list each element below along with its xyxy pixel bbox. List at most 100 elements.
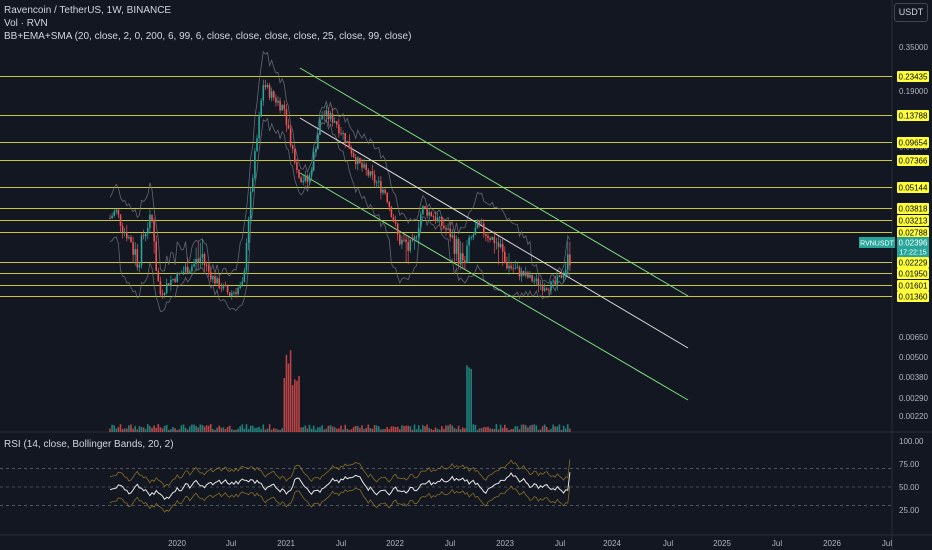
- candle-body: [504, 251, 506, 263]
- volume-bar: [207, 425, 210, 432]
- candle-body: [382, 189, 384, 193]
- volume-bar: [291, 385, 294, 432]
- volume-bar: [430, 428, 433, 432]
- channel-lower-line: [299, 172, 689, 401]
- volume-bar: [256, 427, 258, 432]
- candle-body: [243, 270, 246, 282]
- volume-bar: [392, 426, 395, 432]
- candle-body: [472, 234, 475, 238]
- candle-body: [447, 228, 449, 230]
- price-tag-bg: [897, 237, 929, 257]
- candle-body: [210, 271, 212, 280]
- rsi-tick-label: 75.00: [899, 460, 920, 469]
- candle-body: [138, 264, 141, 268]
- volume-bar: [386, 427, 388, 432]
- price-tick-label: 0.00500: [899, 353, 928, 362]
- candle-body: [109, 218, 111, 219]
- volume-bar: [342, 429, 344, 432]
- bollinger-lower: [109, 117, 571, 312]
- candle-body: [270, 91, 273, 98]
- volume-bar: [317, 427, 319, 432]
- volume-bar: [149, 426, 151, 432]
- volume-bar: [268, 424, 271, 432]
- volume-bar: [420, 429, 422, 432]
- volume-bar: [249, 425, 252, 432]
- volume-bar: [485, 427, 487, 432]
- volume-bar: [409, 426, 412, 432]
- candle-body: [161, 294, 164, 295]
- volume-bar: [550, 428, 552, 432]
- volume-bar: [308, 424, 311, 432]
- price-tick-label: 0.35000: [899, 43, 928, 52]
- level-label-bg: [897, 227, 929, 238]
- candle-body: [514, 268, 517, 269]
- volume-bar: [346, 428, 349, 432]
- candle-body: [357, 157, 359, 165]
- candle-body: [501, 244, 504, 252]
- volume-bar: [210, 424, 212, 432]
- volume-bar: [331, 426, 334, 432]
- candle-body: [430, 211, 433, 217]
- time-tick-label: 2024: [603, 539, 621, 548]
- volume-bar: [470, 368, 472, 432]
- level-label-bg: [897, 257, 929, 268]
- volume-bar: [111, 424, 113, 432]
- volume-bar: [109, 428, 111, 432]
- candle-body: [445, 228, 447, 230]
- volume-bar: [432, 429, 435, 432]
- candle-body: [140, 235, 143, 265]
- volume-bar: [344, 424, 346, 432]
- volume-bar: [138, 426, 141, 432]
- volume-bar: [119, 424, 122, 432]
- candle-body: [422, 206, 424, 215]
- volume-bar: [441, 426, 443, 432]
- candle-body: [159, 281, 162, 295]
- candle-body: [415, 236, 418, 238]
- rsi-tick-label: 100.00: [899, 437, 924, 446]
- volume-bar: [336, 428, 338, 432]
- volume-bar: [562, 425, 565, 432]
- candle-body: [142, 235, 145, 237]
- currency-button[interactable]: USDT: [894, 3, 928, 22]
- candle-body: [273, 91, 275, 98]
- time-tick-label: 2022: [386, 539, 404, 548]
- volume-bar: [273, 428, 275, 432]
- candle-body: [371, 171, 374, 175]
- candle-body: [298, 169, 300, 178]
- candle-body: [483, 223, 485, 235]
- candle-body: [411, 239, 414, 241]
- candle-body: [130, 237, 132, 243]
- volume-bar: [457, 425, 460, 432]
- candle-body: [556, 277, 559, 285]
- candle-body: [462, 253, 464, 261]
- candle-body: [378, 181, 380, 183]
- volume-bar: [388, 428, 391, 432]
- volume-bar: [514, 426, 517, 432]
- volume-bar: [564, 428, 567, 432]
- volume-bar: [422, 425, 424, 432]
- volume-bar: [516, 426, 519, 432]
- candle-body: [352, 153, 355, 158]
- volume-bar: [239, 426, 241, 432]
- volume-bar: [266, 428, 269, 432]
- candle-body: [218, 278, 220, 288]
- candle-body: [451, 235, 454, 238]
- volume-bar: [216, 427, 218, 432]
- volume-bar: [531, 424, 533, 432]
- volume-bar: [390, 426, 393, 432]
- candle-body: [489, 238, 491, 240]
- candle-body: [567, 254, 569, 270]
- level-label-bg: [897, 137, 929, 148]
- candle-body: [434, 216, 437, 222]
- volume-bar: [201, 425, 204, 432]
- candle-body: [224, 284, 227, 286]
- volume-bar: [214, 429, 216, 432]
- volume-bar: [468, 367, 470, 432]
- volume-bar: [241, 424, 244, 432]
- candle-body: [407, 242, 409, 251]
- symbol-tag-bg: [859, 237, 895, 248]
- candle-body: [512, 268, 514, 270]
- candle-body: [399, 234, 401, 245]
- candle-body: [189, 271, 191, 274]
